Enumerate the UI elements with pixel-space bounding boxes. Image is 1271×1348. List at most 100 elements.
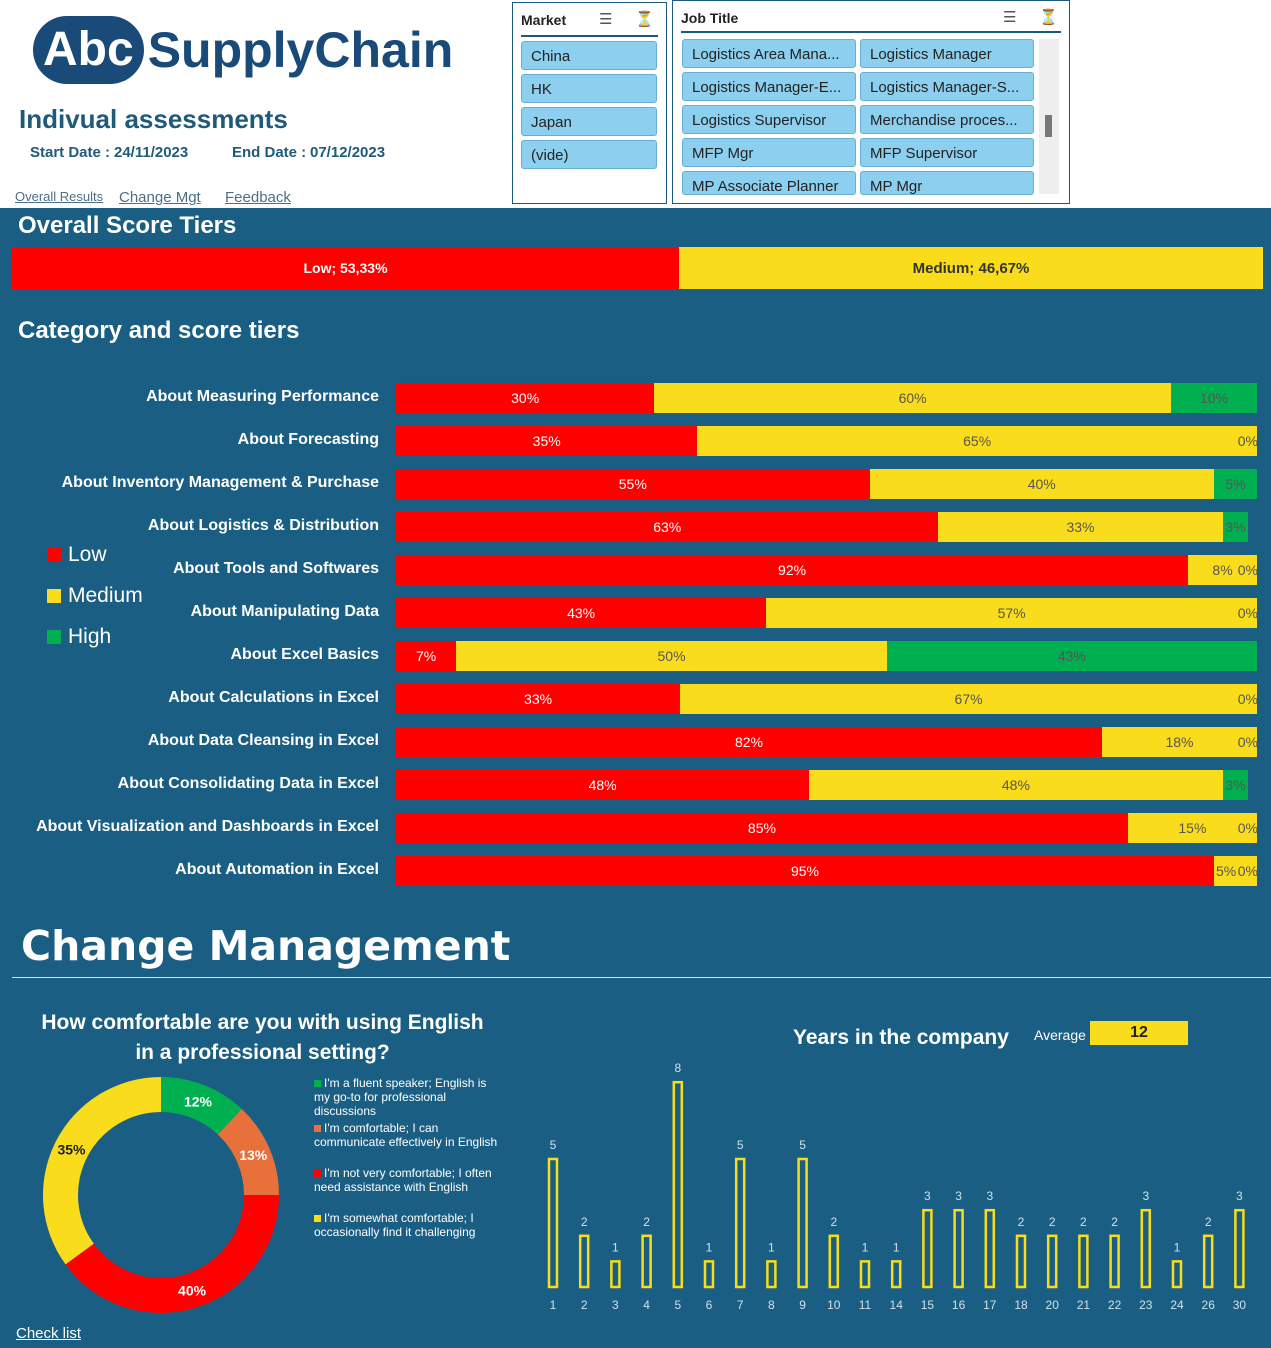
- multi-select-icon[interactable]: ☰: [1003, 9, 1017, 26]
- x-tick-label: 30: [1233, 1298, 1247, 1312]
- x-tick-label: 1: [550, 1298, 557, 1312]
- data-label: 0%: [1237, 605, 1258, 621]
- year-bar: [1234, 1208, 1245, 1289]
- x-tick-label: 15: [921, 1298, 935, 1312]
- bar-medium: 18%: [1102, 727, 1257, 757]
- donut-chart: 12% 13% 40% 35%: [43, 1077, 279, 1313]
- category-label: About Tools and Softwares: [173, 560, 379, 577]
- market-item[interactable]: (vide): [521, 140, 657, 169]
- year-bar: [922, 1208, 933, 1289]
- clear-filter-icon[interactable]: ⏳: [1039, 9, 1058, 26]
- page-title: Indivual assessments: [19, 104, 288, 134]
- average-value: 12: [1090, 1021, 1188, 1045]
- job-title-item[interactable]: Logistics Area Mana...: [682, 39, 856, 68]
- donut-slice: [65, 1195, 279, 1313]
- bar-medium: 48%: [809, 770, 1223, 800]
- bar-high: 0%: [1237, 727, 1258, 757]
- category-label: About Excel Basics: [230, 646, 380, 663]
- legend-text: I'm not very comfortable; I often need a…: [314, 1166, 492, 1194]
- check-list-link[interactable]: Check list: [16, 1325, 82, 1342]
- data-label: 7%: [416, 648, 437, 664]
- legend-swatch: [47, 548, 61, 562]
- bar-medium: 50%: [456, 641, 887, 671]
- job-title-item[interactable]: MFP Mgr: [682, 138, 856, 167]
- category-label: About Consolidating Data in Excel: [117, 775, 379, 792]
- nav-feedback[interactable]: Feedback: [225, 189, 291, 206]
- bar-value-label: 8: [674, 1061, 681, 1075]
- bar-value-label: 2: [1018, 1215, 1025, 1229]
- bar-high: 0%: [1237, 684, 1258, 714]
- x-tick-label: 21: [1077, 1298, 1091, 1312]
- slice-label: 40%: [178, 1283, 207, 1299]
- bar-low: 55%: [396, 469, 870, 499]
- category-label: About Forecasting: [237, 431, 379, 448]
- data-label: 0%: [1237, 820, 1258, 836]
- bar-value-label: 2: [1080, 1215, 1087, 1229]
- bar-value-label: 1: [612, 1240, 619, 1254]
- year-bar: [828, 1234, 840, 1289]
- bar-value-label: 2: [1205, 1215, 1212, 1229]
- bar-value-label: 5: [550, 1138, 557, 1152]
- x-tick-label: 3: [612, 1298, 619, 1312]
- market-item[interactable]: Japan: [521, 107, 657, 136]
- bar-medium: 5%: [1213, 856, 1257, 886]
- years-title: Years in the company: [793, 1026, 1009, 1049]
- x-tick-label: 4: [643, 1298, 650, 1312]
- job-title-item[interactable]: MFP Supervisor: [860, 138, 1034, 167]
- legend-swatch: [314, 1215, 321, 1222]
- donut-slice: [43, 1077, 162, 1265]
- clear-filter-icon[interactable]: ⏳: [635, 11, 654, 28]
- donut-slice: [161, 1077, 242, 1135]
- data-label: 50%: [657, 648, 686, 664]
- data-label: 0%: [1237, 562, 1258, 578]
- category-label: About Inventory Management & Purchase: [61, 474, 379, 491]
- donut-legend-item: I'm a fluent speaker; English is my go-t…: [314, 1076, 504, 1118]
- data-label: 92%: [778, 562, 807, 578]
- x-tick-label: 11: [859, 1298, 872, 1312]
- legend-high: High: [47, 625, 111, 649]
- multi-select-icon[interactable]: ☰: [599, 11, 613, 28]
- data-label: 33%: [524, 691, 553, 707]
- data-label: 5%: [1225, 476, 1246, 492]
- bar-high: 0%: [1237, 555, 1258, 585]
- x-tick-label: 17: [983, 1298, 997, 1312]
- job-title-item[interactable]: Merchandise proces...: [860, 105, 1034, 134]
- scrollbar-thumb[interactable]: [1045, 115, 1052, 137]
- year-bar: [1109, 1234, 1120, 1289]
- scrollbar[interactable]: [1039, 39, 1059, 194]
- job-title-item[interactable]: Logistics Manager: [860, 39, 1034, 68]
- bar-value-label: 5: [799, 1138, 806, 1152]
- start-date: 24/11/2023: [114, 144, 189, 161]
- job-title-item[interactable]: Logistics Supervisor: [682, 105, 856, 134]
- market-item[interactable]: HK: [521, 74, 657, 103]
- data-label: 48%: [1001, 777, 1030, 793]
- data-label: 43%: [567, 605, 596, 621]
- x-tick-label: 20: [1046, 1298, 1060, 1312]
- category-label: About Data Cleansing in Excel: [147, 732, 379, 749]
- year-bar: [1140, 1208, 1152, 1289]
- donut-legend-item: I'm comfortable; I can communicate effec…: [314, 1121, 504, 1149]
- bar-value-label: 1: [862, 1240, 869, 1254]
- data-label: 30%: [511, 390, 540, 406]
- nav-change-mgt[interactable]: Change Mgt: [119, 189, 201, 206]
- nav-overall-results[interactable]: Overall Results: [15, 189, 104, 204]
- job-title-item[interactable]: MP Associate Planner: [682, 171, 856, 195]
- years-chart: 5122132485165718592101111143153163172182…: [547, 1061, 1247, 1312]
- job-title-item[interactable]: MP Mgr: [860, 171, 1034, 195]
- category-label: About Automation in Excel: [175, 861, 379, 878]
- bar-low: 30%: [396, 383, 655, 413]
- market-item[interactable]: China: [521, 41, 657, 70]
- x-tick-label: 2: [581, 1298, 588, 1312]
- x-tick-label: 23: [1139, 1298, 1153, 1312]
- job-title-item[interactable]: Logistics Manager-S...: [860, 72, 1034, 101]
- bar-high: 0%: [1237, 598, 1258, 628]
- year-bar: [859, 1260, 871, 1289]
- year-bar: [734, 1157, 746, 1289]
- data-label: 48%: [588, 777, 617, 793]
- job-title-item[interactable]: Logistics Manager-E...: [682, 72, 856, 101]
- bar-medium: 67%: [680, 684, 1257, 714]
- legend-swatch: [314, 1170, 321, 1177]
- logo: Abc SupplyChain: [33, 16, 453, 84]
- x-tick-label: 16: [952, 1298, 966, 1312]
- bar-medium: 57%: [766, 598, 1257, 628]
